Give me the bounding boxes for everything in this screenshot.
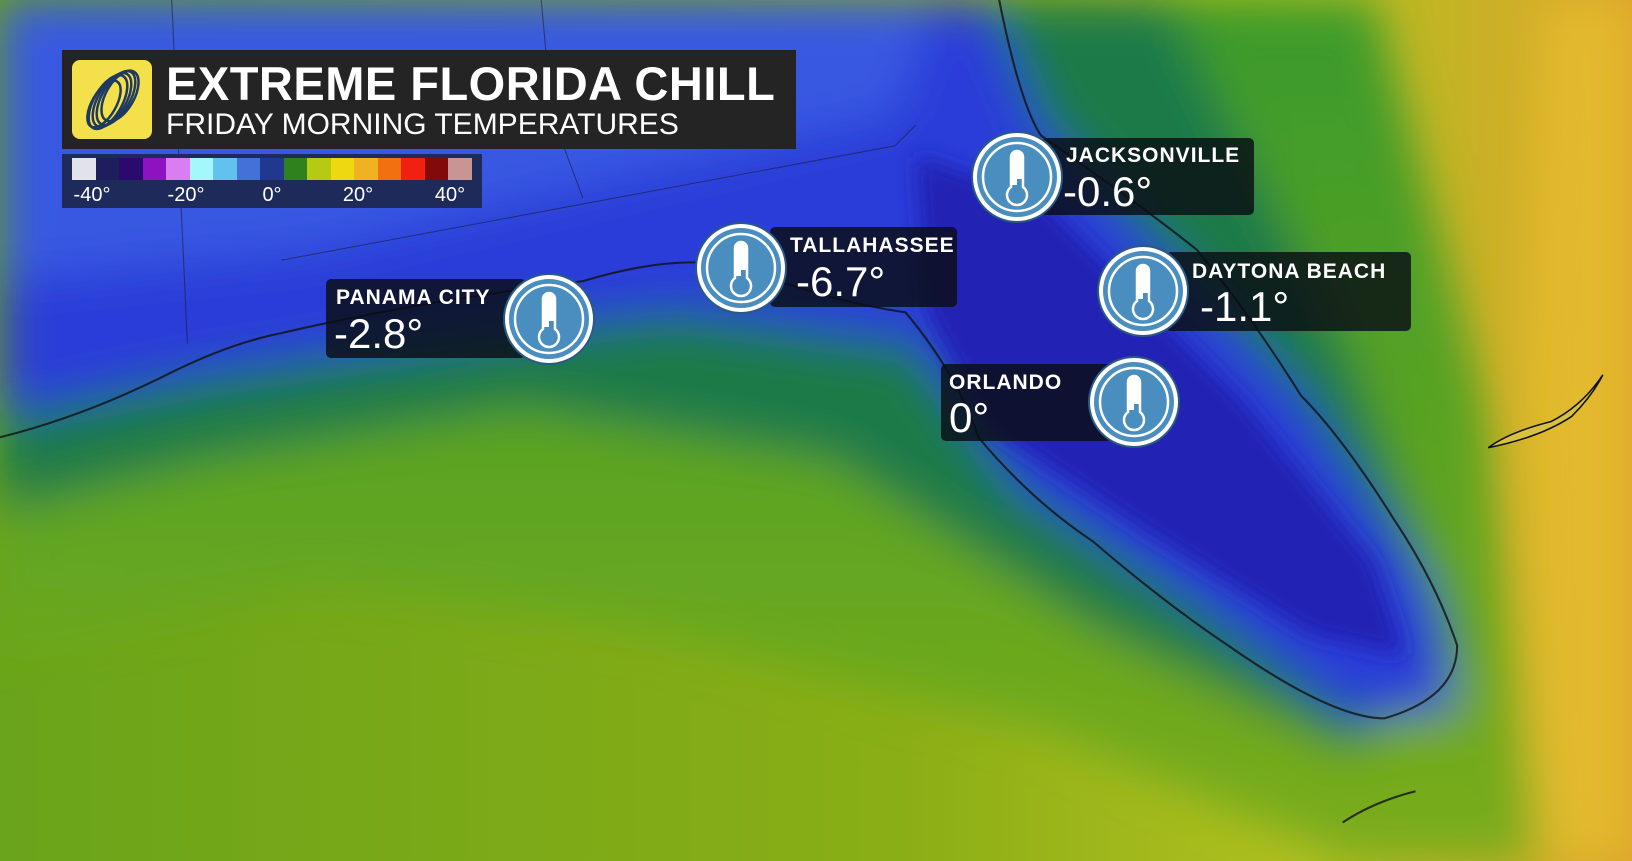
thermometer-icon (1099, 247, 1187, 335)
city-temperature: -2.8° (334, 310, 424, 357)
legend-tick: 0° (262, 184, 282, 206)
legend-swatches (72, 158, 472, 180)
thermometer-icon (973, 133, 1061, 221)
legend-swatch (142, 158, 166, 180)
city-callout-daytona-beach: DAYTONA BEACH -1.1° (1166, 252, 1411, 331)
legend-tick: -40° (73, 184, 111, 206)
legend-swatch (424, 158, 448, 180)
city-temperature: -0.6° (1063, 168, 1153, 215)
city-name: PANAMA CITY (336, 286, 491, 309)
city-name: TALLAHASSEE (790, 234, 955, 257)
legend-swatch (119, 158, 143, 180)
city-callout-orlando: ORLANDO 0° (941, 364, 1119, 441)
legend-swatch (354, 158, 378, 180)
legend-tick: 40° (434, 184, 466, 206)
city-name: DAYTONA BEACH (1192, 260, 1387, 283)
legend-tick: 20° (342, 184, 374, 206)
bahamas-island (1487, 374, 1604, 449)
city-temperature: -6.7° (796, 258, 886, 305)
temperature-legend: -40° -20° 0° 20° 40° (62, 154, 482, 208)
city-callout-jacksonville: JACKSONVILLE -0.6° (1041, 138, 1254, 215)
thermometer-icon (505, 275, 593, 363)
legend-tick: -20° (167, 184, 205, 206)
title-banner: EXTREME FLORIDA CHILL FRIDAY MORNING TEM… (62, 50, 796, 149)
city-callout-tallahassee: TALLAHASSEE -6.7° (770, 227, 957, 307)
city-name: JACKSONVILLE (1066, 144, 1241, 167)
page-title: EXTREME FLORIDA CHILL (166, 57, 776, 110)
legend-swatch (283, 158, 307, 180)
legend-swatch (448, 158, 472, 180)
city-callout-panama-city: PANAMA CITY -2.8° (326, 279, 526, 358)
legend-swatch (72, 158, 96, 180)
legend-swatch (377, 158, 401, 180)
thermometer-icon (1090, 358, 1178, 446)
weather-network-swirl-logo (72, 60, 152, 139)
legend-swatch (260, 158, 284, 180)
legend-swatch (236, 158, 260, 180)
legend-swatch (166, 158, 190, 180)
thermometer-icon (697, 224, 785, 312)
city-name: ORLANDO (949, 371, 1063, 394)
legend-swatch (330, 158, 354, 180)
legend-swatch (401, 158, 425, 180)
legend-swatch (307, 158, 331, 180)
legend-swatch (189, 158, 213, 180)
legend-swatch (213, 158, 237, 180)
city-temperature: -1.1° (1200, 283, 1290, 330)
city-temperature: 0° (949, 394, 990, 441)
page-subtitle: FRIDAY MORNING TEMPERATURES (166, 108, 679, 141)
legend-swatch (95, 158, 119, 180)
